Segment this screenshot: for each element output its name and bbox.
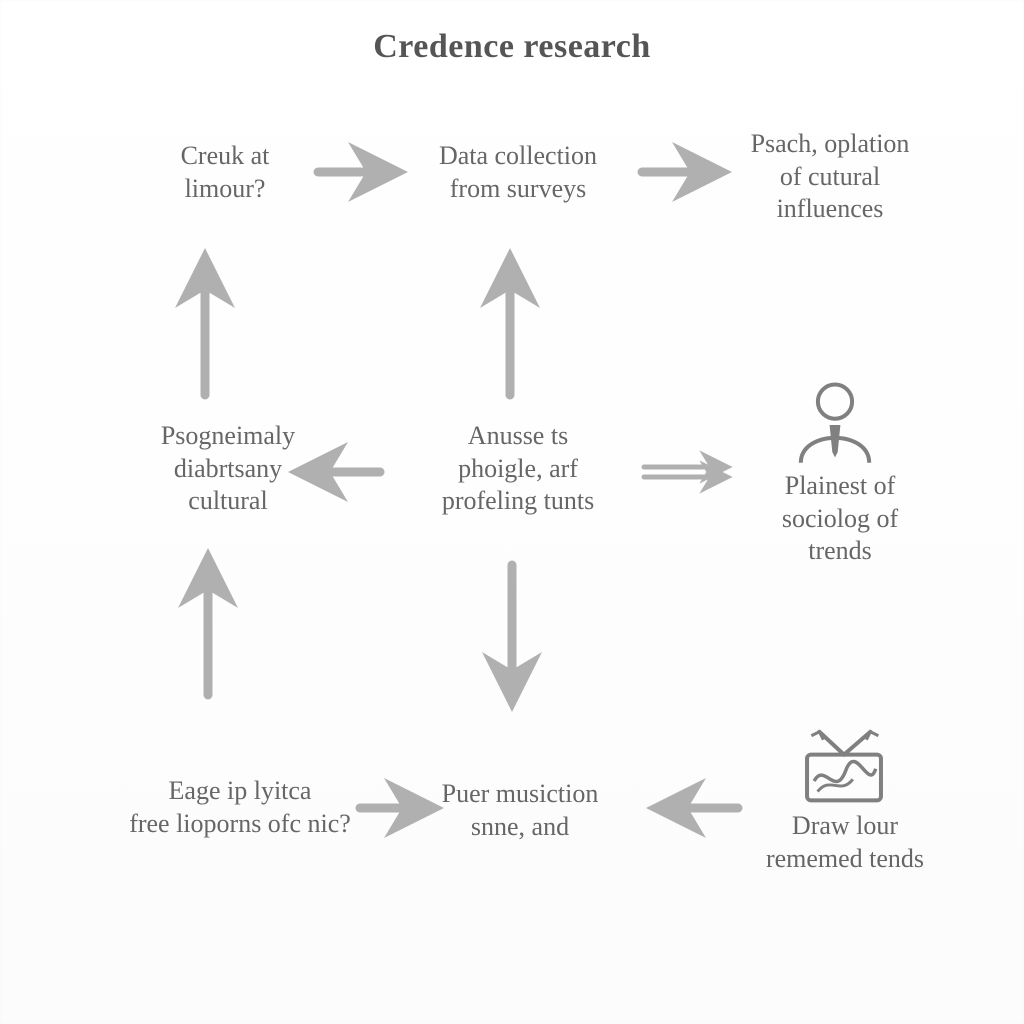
diagram-title: Credence research [0, 28, 1024, 66]
flow-node-n7: Eage ip lyitca free lioporns ofc nic? [80, 775, 400, 840]
tv-icon [807, 732, 881, 801]
flow-node-n6: Plainest of sociolog of trends [720, 470, 960, 568]
flow-node-n1: Creuk at limour? [115, 140, 335, 205]
flow-node-n8: Puer musiction snne, and [400, 778, 640, 843]
flow-node-n3: Psach, oplation of cutural influences [705, 128, 955, 226]
flow-node-n2: Data collection from surveys [388, 140, 648, 205]
flow-node-n9: Draw lour rememed tends [720, 810, 970, 875]
person-icon [801, 385, 869, 463]
flow-node-n4: Psogneimaly diabrtsany cultural [118, 420, 338, 518]
flow-node-n5: Anusse ts phoigle, arf profeling tunts [388, 420, 648, 518]
diagram-canvas: Credence research Creuk at limour? Data c… [0, 0, 1024, 1024]
